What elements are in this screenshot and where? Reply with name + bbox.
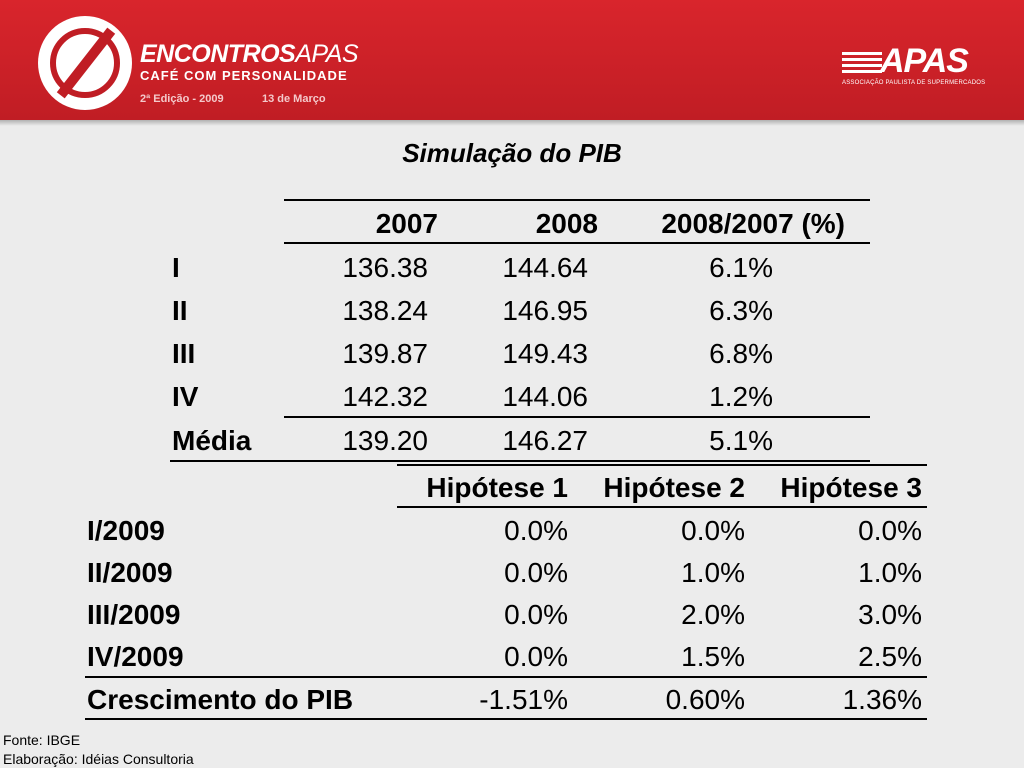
table1-header-change: 2008/2007 (%) xyxy=(661,208,845,239)
table2-cell-h3: 1.0% xyxy=(858,557,922,588)
table1-cell-2008: 146.27 xyxy=(502,425,588,456)
table2-row-label: II/2009 xyxy=(87,557,173,588)
table1-cell-2007: 142.32 xyxy=(342,381,428,412)
footer-source: Fonte: IBGE xyxy=(3,732,81,748)
table2-rule-before-total xyxy=(85,676,927,678)
table1-cell-2007: 139.20 xyxy=(342,425,428,456)
table1-cell-2008: 146.95 xyxy=(502,295,588,326)
table2-header-h1: Hipótese 1 xyxy=(426,472,568,503)
table2-cell-h3: 2.5% xyxy=(858,641,922,672)
table2-cell-h2: 1.5% xyxy=(681,641,745,672)
table1-row-label: II xyxy=(172,295,188,326)
table1-cell-2007: 139.87 xyxy=(342,338,428,369)
table2-cell-h1: 0.0% xyxy=(504,599,568,630)
table2-row-label: Crescimento do PIB xyxy=(87,684,354,715)
event-date: 13 de Março xyxy=(262,93,326,105)
table1-row-label: III xyxy=(172,338,196,369)
table2-cell-h1: 0.0% xyxy=(504,515,568,546)
table1-cell-change: 6.1% xyxy=(709,252,773,283)
table2-row-label: III/2009 xyxy=(87,599,181,630)
table2-cell-h2: 0.60% xyxy=(665,684,745,715)
brand-subtitle: CAFÉ COM PERSONALIDADE xyxy=(140,68,348,83)
table2-cell-h3: 3.0% xyxy=(858,599,922,630)
table1-row-label: IV xyxy=(172,381,199,412)
table2-row-label: IV/2009 xyxy=(87,641,184,672)
table2-cell-h1: 0.0% xyxy=(504,641,568,672)
table1-row-label: Média xyxy=(172,425,252,456)
table2-bottom-rule xyxy=(85,718,927,720)
table2-header-h2: Hipótese 2 xyxy=(603,472,745,503)
table2-header-rule xyxy=(397,506,927,508)
slide-title: Simulação do PIB xyxy=(402,138,622,168)
table1-cell-2008: 144.64 xyxy=(502,252,588,283)
apas-speed-lines-icon xyxy=(842,52,882,76)
table1-rule-before-average xyxy=(284,416,870,418)
table2-cell-h2: 2.0% xyxy=(681,599,745,630)
table1-cell-2008: 149.43 xyxy=(502,338,588,369)
table1-header-2007: 2007 xyxy=(375,208,438,239)
table1-cell-change: 6.8% xyxy=(709,338,773,369)
header-banner: ENCONTROSAPAS CAFÉ COM PERSONALIDADE 2ª … xyxy=(0,0,1024,120)
table1-cell-change: 6.3% xyxy=(709,295,773,326)
apas-tagline: ASSOCIAÇÃO PAULISTA DE SUPERMERCADOS xyxy=(842,80,986,86)
table1-top-rule xyxy=(284,199,870,201)
table2-cell-h3: 0.0% xyxy=(858,515,922,546)
table1-cell-change: 1.2% xyxy=(709,381,773,412)
table2-cell-h1: -1.51% xyxy=(479,684,568,715)
table2-cell-h3: 1.36% xyxy=(842,684,922,715)
table2-header-h3: Hipótese 3 xyxy=(780,472,922,503)
apas-logo: APAS xyxy=(880,42,969,80)
table1-bottom-rule xyxy=(170,460,870,462)
encontros-logo-icon xyxy=(38,16,132,110)
edition-text: 2ª Edição - 2009 xyxy=(140,93,224,105)
brand-title: ENCONTROSAPAS xyxy=(140,40,359,68)
table2-cell-h1: 0.0% xyxy=(504,557,568,588)
table2-cell-h2: 1.0% xyxy=(681,557,745,588)
table2-cell-h2: 0.0% xyxy=(681,515,745,546)
table1-header-rule xyxy=(284,242,870,244)
table2-top-rule xyxy=(397,464,927,466)
table1-cell-2008: 144.06 xyxy=(502,381,588,412)
header-shadow xyxy=(0,120,1024,126)
footer-elaboration: Elaboração: Idéias Consultoria xyxy=(3,751,194,767)
table1-cell-2007: 138.24 xyxy=(342,295,428,326)
table1-cell-2007: 136.38 xyxy=(342,252,428,283)
table2-row-label: I/2009 xyxy=(87,515,165,546)
table1-row-label: I xyxy=(172,252,180,283)
table1-header-2008: 2008 xyxy=(535,208,598,239)
table1-cell-change: 5.1% xyxy=(709,425,773,456)
